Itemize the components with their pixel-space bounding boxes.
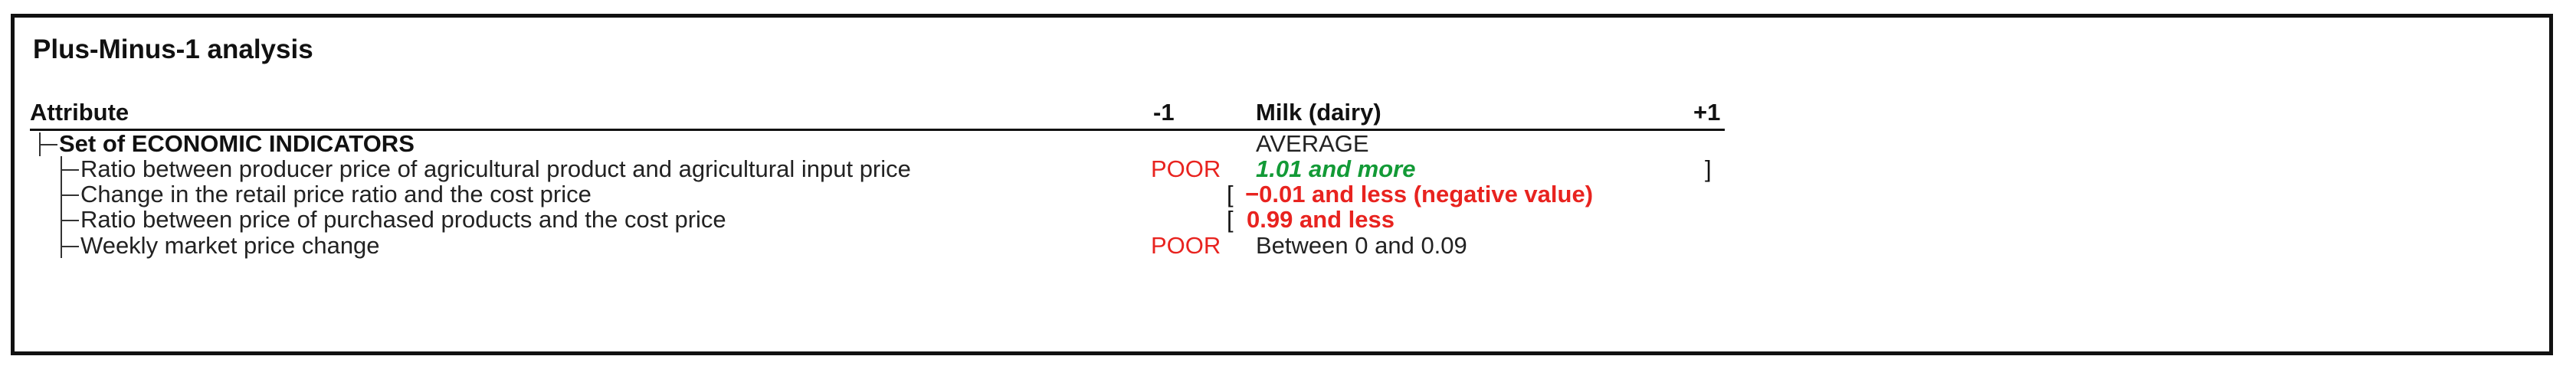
attribute-value: Between 0 and 0.09 xyxy=(1256,232,1467,259)
header-plus-one: +1 xyxy=(1693,99,1721,126)
tree-branch-3 xyxy=(61,220,79,221)
attribute-value: −0.01 and less (negative value) xyxy=(1245,181,1594,207)
attribute-value: 0.99 and less xyxy=(1247,206,1395,233)
minus-marker: POOR xyxy=(1151,155,1221,182)
attribute-value: 1.01 and more xyxy=(1256,155,1416,182)
header-attribute: Attribute xyxy=(30,99,129,126)
attribute-label[interactable]: Change in the retail price ratio and the… xyxy=(80,181,592,207)
attribute-label[interactable]: Ratio between price of purchased product… xyxy=(80,206,726,233)
tree-branch-vertical xyxy=(61,156,62,258)
header-divider xyxy=(30,129,1725,131)
tree-root-horizontal xyxy=(39,144,57,145)
tree-branch-2 xyxy=(61,194,79,196)
header-minus-one: -1 xyxy=(1153,99,1175,126)
minus-bracket: [ xyxy=(1227,206,1234,233)
header-alternative: Milk (dairy) xyxy=(1256,99,1381,126)
minus-bracket: [ xyxy=(1227,181,1234,207)
analysis-panel: Plus-Minus-1 analysis Attribute -1 Milk … xyxy=(11,14,2553,355)
attribute-label[interactable]: Weekly market price change xyxy=(80,232,380,259)
group-label[interactable]: Set of ECONOMIC INDICATORS xyxy=(59,130,415,157)
panel-title: Plus-Minus-1 analysis xyxy=(33,34,313,64)
attribute-label[interactable]: Ratio between producer price of agricult… xyxy=(80,155,911,182)
tree-branch-4 xyxy=(61,246,79,247)
group-value: AVERAGE xyxy=(1256,130,1369,157)
tree-branch-1 xyxy=(61,169,79,171)
plus-bracket: ] xyxy=(1705,155,1712,182)
minus-marker: POOR xyxy=(1151,232,1221,259)
